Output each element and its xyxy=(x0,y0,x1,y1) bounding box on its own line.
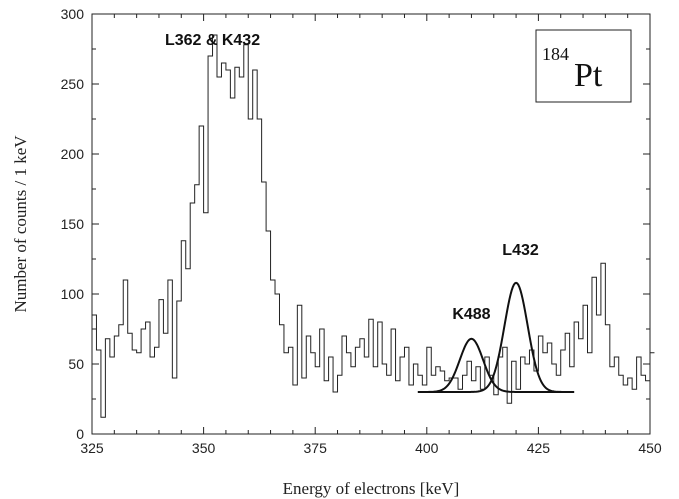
isotope-box-frame xyxy=(535,29,632,103)
fit-curve-l432 xyxy=(417,281,575,393)
x-tick-label: 350 xyxy=(192,440,216,456)
y-tick-label: 50 xyxy=(68,356,84,372)
tick-labels: 325 350 375 400 425 450 0 50 100 150 200 250 300 xyxy=(61,6,662,456)
x-tick-label: 375 xyxy=(304,440,328,456)
x-tick-label: 425 xyxy=(527,440,551,456)
isotope-element: Pt xyxy=(574,57,603,94)
isotope-box: 184 Pt xyxy=(535,29,632,103)
y-axis-title: Number of counts / 1 keV xyxy=(11,135,30,313)
y-tick-label: 100 xyxy=(61,286,85,302)
y-tick-label: 300 xyxy=(61,6,85,22)
y-tick-label: 200 xyxy=(61,146,85,162)
fit-curves xyxy=(417,281,575,393)
y-tick-label: 0 xyxy=(76,426,84,442)
axis-ticks xyxy=(91,13,651,435)
peak-label: K488 xyxy=(452,306,490,323)
x-tick-label: 325 xyxy=(80,440,104,456)
y-tick-label: 250 xyxy=(61,76,85,92)
x-tick-label: 400 xyxy=(415,440,439,456)
x-axis-title: Energy of electrons [keV] xyxy=(283,479,460,498)
peak-label: L432 xyxy=(502,242,539,259)
x-tick-label: 450 xyxy=(638,440,662,456)
y-tick-label: 150 xyxy=(61,216,85,232)
fit-curve-k488 xyxy=(417,337,575,393)
isotope-mass: 184 xyxy=(542,44,569,64)
peak-label: L362 & K432 xyxy=(165,32,260,49)
spectrum-histogram xyxy=(92,34,655,418)
peak-labels: L362 & K432 L432 K488 xyxy=(165,32,539,323)
